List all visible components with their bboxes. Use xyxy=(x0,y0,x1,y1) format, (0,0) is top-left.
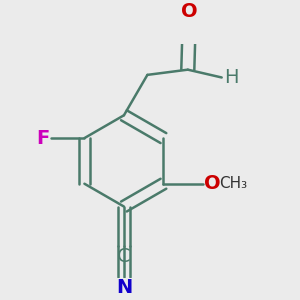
Text: CH₃: CH₃ xyxy=(219,176,247,191)
Text: O: O xyxy=(181,2,197,21)
Text: N: N xyxy=(116,278,132,297)
Text: C: C xyxy=(117,247,131,266)
Text: F: F xyxy=(36,129,49,148)
Text: H: H xyxy=(224,68,239,87)
Text: O: O xyxy=(204,174,220,193)
